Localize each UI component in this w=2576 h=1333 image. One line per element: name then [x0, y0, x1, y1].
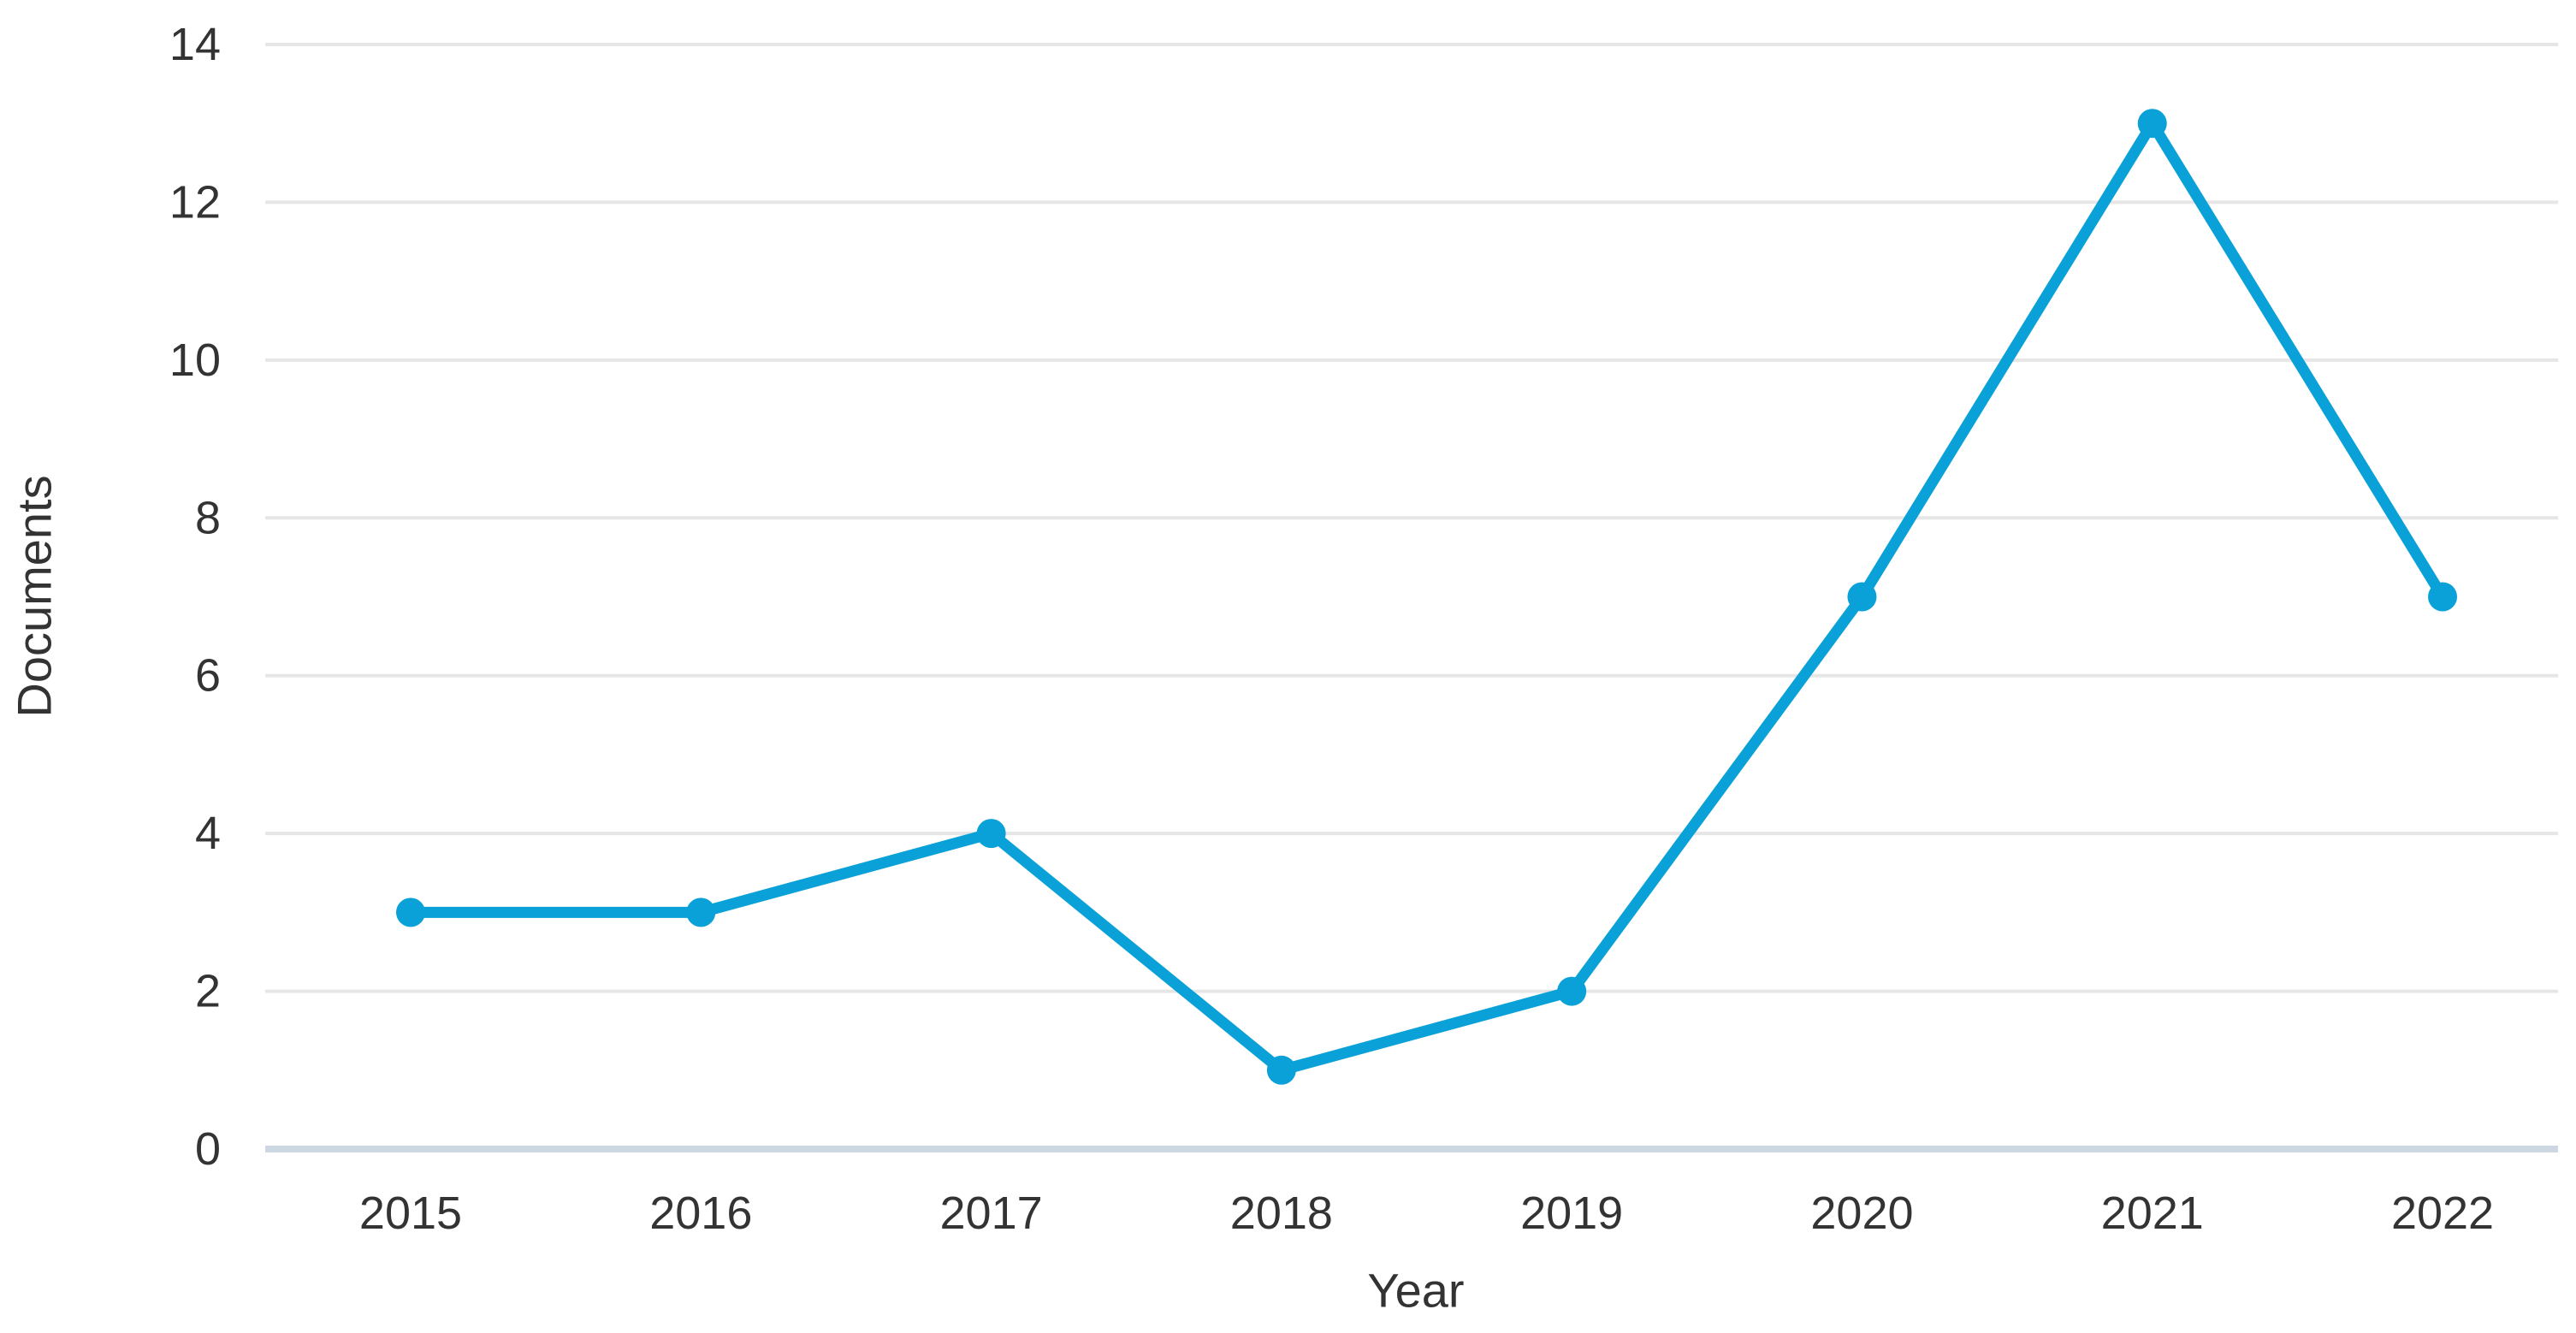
x-tick-label: 2022 [2391, 1188, 2494, 1239]
data-point-2015 [396, 898, 425, 927]
y-tick-label: 10 [169, 335, 221, 386]
x-tick-label: 2021 [2101, 1188, 2204, 1239]
x-tick-label: 2017 [940, 1188, 1043, 1239]
x-tick-label: 2018 [1230, 1188, 1333, 1239]
data-point-2020 [1847, 582, 1877, 612]
data-point-2017 [976, 819, 1006, 849]
y-tick-label: 4 [195, 808, 221, 859]
x-axis-title: Year [1367, 1263, 1465, 1318]
data-point-2022 [2428, 582, 2458, 612]
y-tick-label: 8 [195, 492, 221, 543]
x-tick-label: 2015 [359, 1188, 462, 1239]
y-tick-label: 12 [169, 176, 221, 228]
data-point-2019 [1557, 976, 1587, 1006]
y-tick-label: 14 [169, 19, 221, 70]
y-tick-label: 6 [195, 650, 221, 702]
x-tick-label: 2020 [1810, 1188, 1913, 1239]
data-line [405, 117, 2449, 1076]
y-tick-label: 0 [195, 1123, 221, 1175]
data-point-2018 [1266, 1055, 1296, 1085]
y-tick-label: 2 [195, 966, 221, 1017]
data-point-2016 [686, 898, 716, 927]
x-tick-label: 2019 [1520, 1188, 1623, 1239]
x-tick-label: 2016 [649, 1188, 752, 1239]
data-point-2021 [2137, 109, 2167, 139]
y-axis-title: Documents [7, 475, 62, 718]
